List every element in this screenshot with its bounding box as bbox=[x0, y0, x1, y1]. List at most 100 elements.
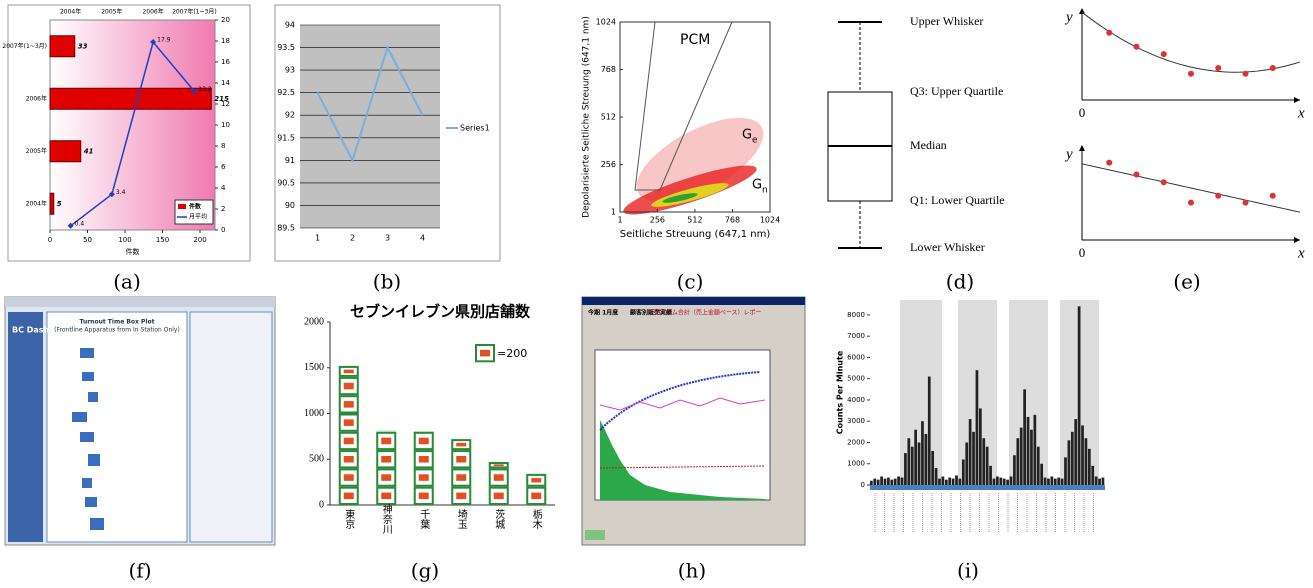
bar bbox=[883, 478, 887, 485]
curve bbox=[599, 465, 766, 469]
point bbox=[1242, 199, 1249, 206]
bar bbox=[1040, 463, 1044, 485]
y-tick-label: 94 bbox=[285, 21, 295, 30]
icon-stripe bbox=[493, 492, 504, 500]
bar bbox=[914, 429, 917, 485]
curve bbox=[599, 397, 766, 411]
bar bbox=[927, 376, 931, 485]
point bbox=[1106, 159, 1113, 166]
title-bar bbox=[582, 297, 805, 305]
icon-stripe bbox=[456, 474, 467, 481]
bar bbox=[1043, 477, 1047, 485]
y-tick-label: 8000 bbox=[847, 311, 865, 319]
sales-screenshot: 今期 1月度 顧客別販売実績 全アイテム合計（売上金額ベース）レポー bbox=[581, 296, 806, 546]
bar bbox=[880, 476, 883, 485]
bar bbox=[1016, 438, 1020, 485]
annotation: G bbox=[752, 178, 762, 193]
bar bbox=[49, 140, 82, 163]
icon-stripe bbox=[343, 474, 354, 481]
bar bbox=[900, 477, 904, 485]
x-axis-label: 件数 bbox=[126, 247, 140, 256]
arrow bbox=[1079, 145, 1300, 243]
bar bbox=[1087, 448, 1091, 485]
y-tick-label: 5000 bbox=[847, 375, 865, 383]
x-axis-label: x bbox=[1297, 105, 1305, 121]
bar bbox=[1084, 438, 1088, 485]
point bbox=[1215, 65, 1222, 72]
bar bbox=[876, 479, 880, 485]
toolbar bbox=[5, 297, 275, 307]
origin-label: 0 bbox=[1079, 105, 1086, 120]
y-tick-label: 0 bbox=[861, 481, 865, 489]
x-tick-label: 200 bbox=[193, 236, 206, 244]
bar bbox=[1053, 478, 1057, 485]
bar bbox=[49, 35, 76, 58]
cloud bbox=[636, 117, 764, 203]
y-tick-label: 2004年 bbox=[26, 199, 47, 207]
y-tick-label: 91 bbox=[285, 156, 295, 165]
x-tick-label: 256 bbox=[650, 216, 665, 225]
point-label: 3.4 bbox=[116, 189, 126, 196]
x-tick-label: 150 bbox=[156, 236, 169, 244]
point-label: 17.9 bbox=[157, 37, 171, 44]
bar bbox=[1074, 419, 1078, 485]
icon-stripe bbox=[381, 437, 392, 445]
bar bbox=[870, 480, 873, 485]
marker bbox=[191, 88, 198, 95]
icon-stripe bbox=[381, 474, 392, 481]
curve bbox=[599, 371, 761, 431]
icon-stripe bbox=[343, 369, 354, 374]
bar bbox=[944, 479, 948, 485]
x-tick-label: 茨城 bbox=[493, 508, 505, 530]
bar bbox=[897, 476, 900, 485]
plot-background bbox=[300, 25, 440, 228]
y-tick-label: 1000 bbox=[847, 460, 865, 468]
y-tick-label: 93 bbox=[285, 66, 295, 75]
arrow bbox=[1079, 8, 1300, 103]
y-tick-label: 500 bbox=[309, 454, 324, 465]
box-label: Lower Whisker bbox=[910, 240, 985, 254]
bar bbox=[1060, 478, 1064, 485]
bar bbox=[951, 478, 955, 485]
bar bbox=[1006, 479, 1009, 485]
top-category-label: 2007年(1~3月) bbox=[172, 8, 217, 16]
icon-stripe bbox=[418, 437, 429, 445]
bar bbox=[1033, 414, 1037, 485]
box-label: Q3: Upper Quartile bbox=[910, 84, 1003, 98]
y-tick-label: 2005年 bbox=[26, 147, 47, 155]
bar bbox=[982, 438, 986, 485]
bar bbox=[968, 419, 972, 485]
icon-stripe bbox=[343, 382, 354, 390]
bar bbox=[49, 192, 55, 215]
icon-stripe bbox=[381, 455, 392, 463]
caption: (c) bbox=[677, 270, 704, 294]
bar bbox=[887, 477, 890, 485]
point bbox=[1215, 192, 1222, 199]
bar bbox=[996, 476, 999, 485]
bar bbox=[1081, 425, 1084, 485]
bar bbox=[934, 467, 938, 485]
box-label: Median bbox=[910, 138, 947, 152]
y-tick-label: 1000 bbox=[304, 408, 324, 419]
bar bbox=[1057, 477, 1061, 485]
legend-swatch bbox=[178, 204, 186, 209]
y2-tick-label: 14 bbox=[221, 79, 230, 87]
bar bbox=[978, 408, 982, 485]
icon-stripe bbox=[493, 474, 504, 481]
y-tick-label: 6000 bbox=[847, 353, 865, 361]
fit-curve bbox=[1081, 163, 1301, 213]
y-tick-label: 2006年 bbox=[26, 94, 47, 102]
bar bbox=[1036, 446, 1040, 485]
y2-tick-label: 2 bbox=[221, 205, 225, 213]
point bbox=[1133, 171, 1140, 178]
bar bbox=[1009, 476, 1013, 485]
legend-label: 月平均 bbox=[189, 213, 207, 221]
point bbox=[1269, 65, 1276, 72]
y-tick-label: 256 bbox=[601, 160, 616, 169]
x-tick-label: 1 bbox=[315, 234, 320, 243]
point bbox=[1133, 43, 1140, 50]
bar bbox=[1067, 440, 1071, 485]
caption: (f) bbox=[128, 559, 151, 583]
caption: (i) bbox=[957, 559, 979, 583]
